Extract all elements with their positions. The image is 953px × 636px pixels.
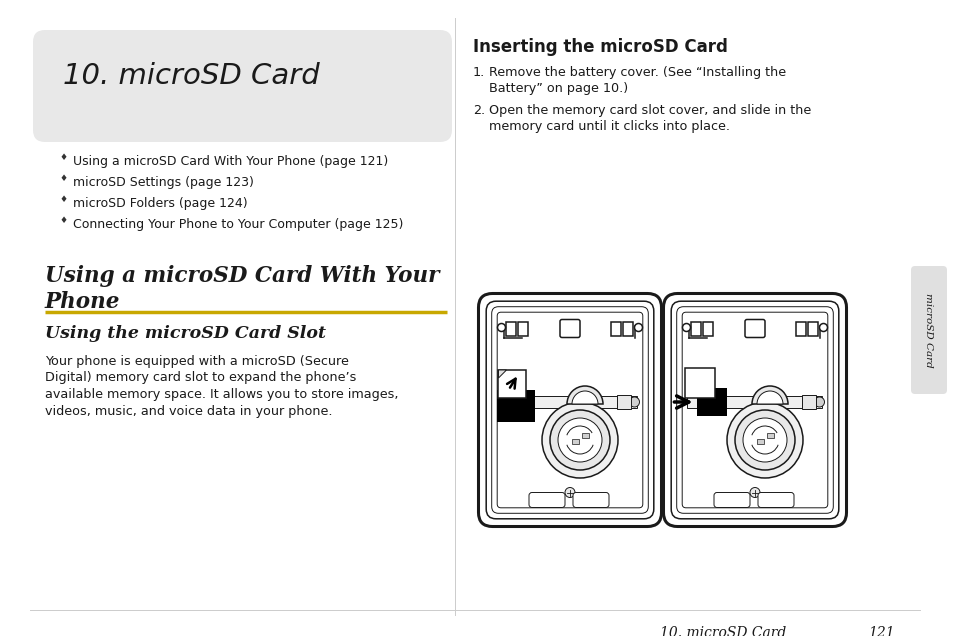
Circle shape (742, 418, 786, 462)
Bar (702, 322, 713, 336)
Bar (572, 439, 578, 444)
Text: memory card until it clicks into place.: memory card until it clicks into place. (489, 120, 729, 133)
Bar (801, 395, 816, 409)
Bar (697, 388, 727, 416)
Text: microSD Folders (page 124): microSD Folders (page 124) (73, 197, 248, 210)
Circle shape (749, 488, 760, 497)
Bar (687, 396, 821, 408)
Bar (691, 322, 700, 336)
Circle shape (497, 324, 505, 331)
Text: Remove the battery cover. (See “Installing the: Remove the battery cover. (See “Installi… (489, 66, 785, 79)
Circle shape (634, 324, 641, 331)
Bar (623, 322, 633, 336)
Circle shape (629, 397, 639, 407)
FancyBboxPatch shape (665, 296, 843, 525)
Wedge shape (751, 386, 787, 404)
Bar (766, 433, 773, 438)
Circle shape (814, 397, 823, 407)
Circle shape (558, 418, 601, 462)
FancyBboxPatch shape (758, 492, 793, 508)
FancyBboxPatch shape (529, 492, 564, 508)
Circle shape (541, 402, 618, 478)
Text: Open the memory card slot cover, and slide in the: Open the memory card slot cover, and sli… (489, 104, 810, 117)
Wedge shape (572, 391, 598, 404)
Bar (611, 322, 620, 336)
FancyBboxPatch shape (713, 492, 749, 508)
Text: Using the microSD Card Slot: Using the microSD Card Slot (45, 325, 326, 342)
FancyBboxPatch shape (662, 293, 845, 527)
Bar (498, 370, 526, 398)
Text: 10. microSD Card: 10. microSD Card (63, 62, 319, 90)
Bar (757, 439, 763, 444)
Text: Battery” on page 10.): Battery” on page 10.) (489, 82, 627, 95)
Text: ♦: ♦ (59, 216, 67, 225)
Circle shape (564, 488, 575, 497)
Text: Your phone is equipped with a microSD (Secure: Your phone is equipped with a microSD (S… (45, 355, 349, 368)
Bar (796, 322, 805, 336)
Circle shape (734, 410, 794, 470)
Text: 10. microSD Card: 10. microSD Card (659, 626, 785, 636)
Wedge shape (757, 391, 782, 404)
Text: Connecting Your Phone to Your Computer (page 125): Connecting Your Phone to Your Computer (… (73, 218, 403, 231)
Circle shape (681, 324, 690, 331)
Text: videos, music, and voice data in your phone.: videos, music, and voice data in your ph… (45, 404, 333, 417)
Text: Digital) memory card slot to expand the phone’s: Digital) memory card slot to expand the … (45, 371, 356, 385)
Bar (685, 368, 715, 398)
Text: available memory space. It allows you to store images,: available memory space. It allows you to… (45, 388, 398, 401)
Polygon shape (498, 370, 506, 378)
FancyBboxPatch shape (478, 293, 660, 527)
Bar (807, 322, 818, 336)
Bar (518, 322, 528, 336)
Circle shape (819, 324, 826, 331)
Text: Using a microSD Card With Your
Phone: Using a microSD Card With Your Phone (45, 265, 439, 314)
Circle shape (726, 402, 802, 478)
Wedge shape (566, 386, 602, 404)
FancyBboxPatch shape (559, 319, 579, 338)
Text: 1.: 1. (473, 66, 485, 79)
Bar (581, 433, 588, 438)
Bar (497, 390, 535, 422)
FancyBboxPatch shape (480, 296, 659, 525)
Text: ♦: ♦ (59, 174, 67, 183)
Bar (502, 396, 637, 408)
Bar (617, 395, 631, 409)
Text: ♦: ♦ (59, 153, 67, 162)
Bar (506, 322, 516, 336)
Text: microSD Settings (page 123): microSD Settings (page 123) (73, 176, 253, 189)
Text: microSD Card: microSD Card (923, 293, 933, 368)
Circle shape (550, 410, 609, 470)
Text: 2.: 2. (473, 104, 485, 117)
FancyBboxPatch shape (573, 492, 608, 508)
Text: Inserting the microSD Card: Inserting the microSD Card (473, 38, 727, 56)
Text: Using a microSD Card With Your Phone (page 121): Using a microSD Card With Your Phone (pa… (73, 155, 388, 168)
FancyBboxPatch shape (910, 266, 946, 394)
Text: ♦: ♦ (59, 195, 67, 204)
FancyBboxPatch shape (33, 30, 452, 142)
FancyBboxPatch shape (744, 319, 764, 338)
Text: 121: 121 (867, 626, 894, 636)
